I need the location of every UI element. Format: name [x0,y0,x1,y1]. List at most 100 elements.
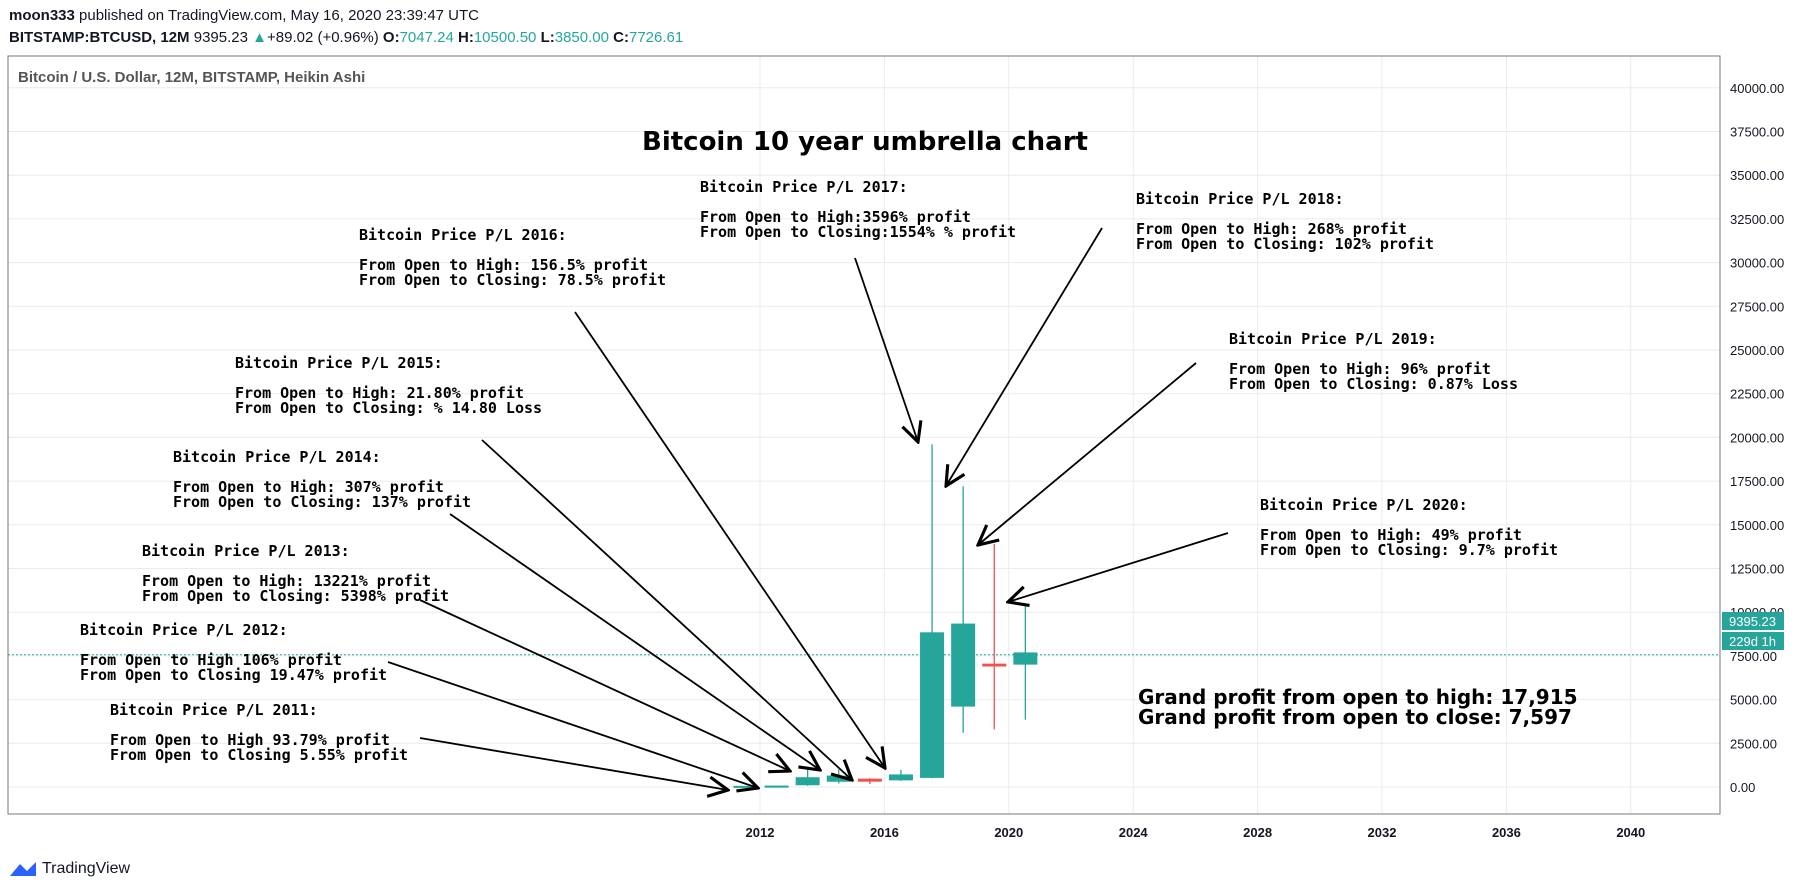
price-change: +89.02 (+0.96%) [267,29,379,46]
grand-profit-close: Grand profit from open to close: 7,597 [1138,705,1572,729]
candle-body[interactable] [951,623,976,707]
price-tick-label: 20000.00 [1730,430,1784,445]
annotation-line2: From Open to Closing: 137% profit [173,493,471,511]
price-tick-label: 7500.00 [1730,649,1777,664]
annotation-arrow [854,257,918,442]
candle-body[interactable] [1013,652,1038,665]
price-badge: 9395.23 229d 1h [1722,612,1784,650]
annotations: Bitcoin Price P/L 2011: From Open to High… [80,178,1558,764]
price-tick-label: 2500.00 [1730,736,1777,751]
symbol-label: BITSTAMP:BTCUSD, 12M [9,29,190,46]
chart-title: Bitcoin / U.S. Dollar, 12M, BITSTAMP, He… [18,69,365,86]
price-tick-label: 37500.00 [1730,125,1784,140]
time-tick-label: 2016 [870,825,899,840]
time-tick-label: 2040 [1616,825,1645,840]
time-tick-label: 2036 [1492,825,1521,840]
annotation-arrow [1008,532,1229,602]
annotation-line2: From Open to Closing: 5398% profit [142,587,449,605]
time-tick-label: 2024 [1119,825,1149,840]
headline: Bitcoin 10 year umbrella chart [642,127,1088,157]
up-arrow-icon: ▲ [252,29,267,46]
candle-body[interactable] [888,774,913,781]
price-badge-text: 9395.23 [1729,614,1776,629]
annotation-line1: From Open to High 93.79% profit [110,731,390,749]
annotation-title: Bitcoin Price P/L 2014: [173,448,381,466]
footer-brand[interactable]: TradingView [42,860,131,877]
price-tick-label: 25000.00 [1730,343,1784,358]
candle-body[interactable] [920,632,945,778]
publish-info: moon333 published on TradingView.com, Ma… [9,7,479,24]
annotation-line1: From Open to High: 307% profit [173,478,444,496]
price-tick-label: 35000.00 [1730,168,1784,183]
price-tick-label: 17500.00 [1730,474,1784,489]
price-tick-label: 32500.00 [1730,212,1784,227]
high-label: H: [458,29,474,46]
candle-body[interactable] [764,785,789,788]
annotation-title: Bitcoin Price P/L 2020: [1260,496,1468,514]
annotation-title: Bitcoin Price P/L 2012: [80,621,288,639]
last-price: 9395.23 [193,29,248,46]
grand-profit-high: Grand profit from open to high: 17,915 [1138,685,1578,709]
high-value: 10500.50 [473,29,537,46]
annotation-line2: From Open to Closing: 9.7% profit [1260,541,1558,559]
open-value: 7047.24 [399,29,454,46]
author-name[interactable]: moon333 [9,7,75,24]
annotation-title: Bitcoin Price P/L 2019: [1229,330,1437,348]
price-tick-label: 0.00 [1730,780,1755,795]
price-tick-label: 40000.00 [1730,81,1784,96]
annotation-arrow [387,661,758,788]
close-value: 7726.61 [628,29,684,46]
price-tick-label: 27500.00 [1730,299,1784,314]
annotation-line2: From Open to Closing: % 14.80 Loss [235,399,542,417]
annotation-title: Bitcoin Price P/L 2011: [110,701,318,719]
annotation-arrow [574,311,885,768]
annotation-title: Bitcoin Price P/L 2017: [700,178,908,196]
annotation-line2: From Open to Closing 19.47% profit [80,666,387,684]
annotation-line2: From Open to Closing 5.55% profit [110,746,408,764]
price-tick-label: 15000.00 [1730,518,1784,533]
close-label: C: [613,29,629,46]
annotation-line1: From Open to High: 49% profit [1260,526,1522,544]
time-tick-label: 2028 [1243,825,1272,840]
price-tick-label: 5000.00 [1730,693,1777,708]
price-tick-label: 22500.00 [1730,387,1784,402]
time-tick-label: 2032 [1368,825,1397,840]
footer: TradingView [8,860,130,878]
published-text: published on TradingView.com, May 16, 20… [79,7,479,24]
candle-body[interactable] [982,663,1007,667]
low-value: 3850.00 [554,29,609,46]
annotation-line2: From Open to Closing: 102% profit [1136,235,1434,253]
annotation-arrow [946,227,1103,486]
annotation-line2: From Open to Closing:1554% % profit [700,223,1016,241]
annotation-line1: From Open to High: 13221% profit [142,572,431,590]
symbol-info: BITSTAMP:BTCUSD, 12M 9395.23 ▲+89.02 (+0… [9,29,683,46]
annotation-arrow [449,513,820,770]
annotation-title: Bitcoin Price P/L 2016: [359,226,567,244]
annotation-line1: From Open to High: 21.80% profit [235,384,524,402]
annotation-line2: From Open to Closing: 78.5% profit [359,271,666,289]
annotation-title: Bitcoin Price P/L 2018: [1136,190,1344,208]
time-axis[interactable]: 2012 2016 2020 2024 2028 2032 2036 2040 [746,825,1646,840]
annotation-line1: From Open to High: 268% profit [1136,220,1407,238]
tradingview-logo-icon [10,862,36,876]
low-label: L: [540,29,555,46]
annotation-line1: From Open to High: 96% profit [1229,360,1491,378]
time-tick-label: 2020 [994,825,1023,840]
annotation-title: Bitcoin Price P/L 2013: [142,542,350,560]
annotation-arrow [419,599,790,771]
candle-body[interactable] [857,778,882,782]
time-badge-text: 229d 1h [1729,634,1776,649]
price-tick-label: 30000.00 [1730,256,1784,271]
annotation-arrow [419,737,728,790]
price-axis[interactable]: 0.002500.005000.007500.0010000.0012500.0… [1730,81,1784,795]
annotation-line1: From Open to High: 156.5% profit [359,256,648,274]
annotation-line1: From Open to High:3596% profit [700,208,971,226]
price-tick-label: 12500.00 [1730,562,1784,577]
annotation-arrow [978,362,1197,545]
grid-lines [8,56,1720,814]
candles[interactable] [733,444,1038,788]
annotation-line2: From Open to Closing: 0.87% Loss [1229,375,1518,393]
candle-body[interactable] [795,777,820,786]
time-tick-label: 2012 [746,825,775,840]
